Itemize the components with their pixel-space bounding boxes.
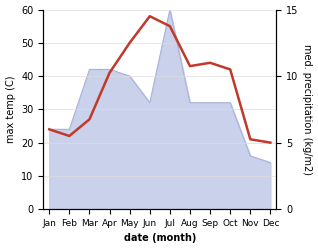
X-axis label: date (month): date (month)	[124, 234, 196, 244]
Y-axis label: max temp (C): max temp (C)	[5, 76, 16, 143]
Y-axis label: med. precipitation (kg/m2): med. precipitation (kg/m2)	[302, 44, 313, 175]
